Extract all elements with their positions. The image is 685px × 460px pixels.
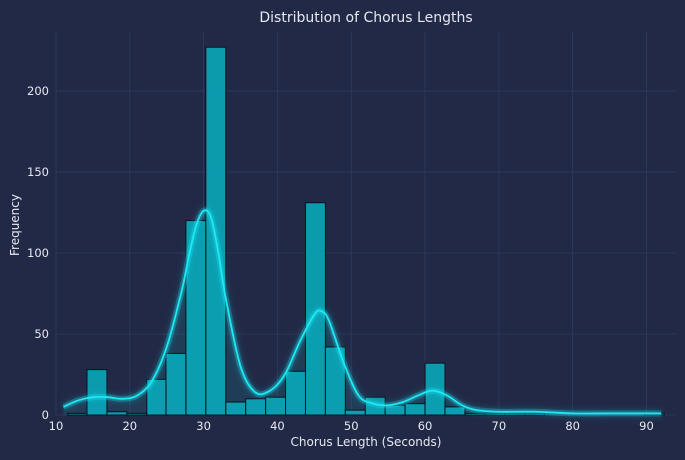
y-tick-label: 200 [27,84,49,98]
x-tick-label: 80 [565,419,580,433]
histogram-bar [285,370,306,416]
x-axis-ticks: 10 20 30 40 50 60 70 80 90 [49,419,654,433]
x-tick-label: 10 [49,419,64,433]
x-tick-label: 60 [418,419,433,433]
x-tick-label: 20 [122,419,137,433]
grid [55,31,676,416]
histogram-bar [165,352,187,416]
chart-title: Distribution of Chorus Lengths [259,10,472,26]
y-tick-label: 0 [42,408,49,422]
histogram-bar [404,403,426,416]
x-axis-label: Chorus Length (Seconds) [291,435,442,449]
histogram-bar [344,409,366,416]
x-tick-label: 90 [639,419,654,433]
y-axis-label: Frequency [8,194,22,256]
histogram-bar [106,411,128,416]
x-tick-label: 40 [270,419,285,433]
y-axis-ticks: 0 50 100 150 200 [27,84,49,422]
x-tick-label: 50 [344,419,359,433]
y-tick-label: 50 [34,327,49,341]
kde-line [63,209,662,415]
y-tick-label: 150 [27,165,49,179]
histogram-bar [304,202,326,416]
y-tick-label: 100 [27,246,49,260]
histogram-bar [444,406,466,416]
histogram-bars [67,46,665,416]
histogram-bar [245,398,267,416]
kde-curve [62,207,662,417]
x-tick-label: 70 [492,419,507,433]
histogram-bar [126,412,148,416]
kde-glow [62,207,662,417]
histogram-bar [225,401,247,416]
x-tick-label: 30 [196,419,211,433]
histogram-bar [86,369,108,416]
histogram-bar [67,412,88,416]
histogram-bar [265,396,287,416]
